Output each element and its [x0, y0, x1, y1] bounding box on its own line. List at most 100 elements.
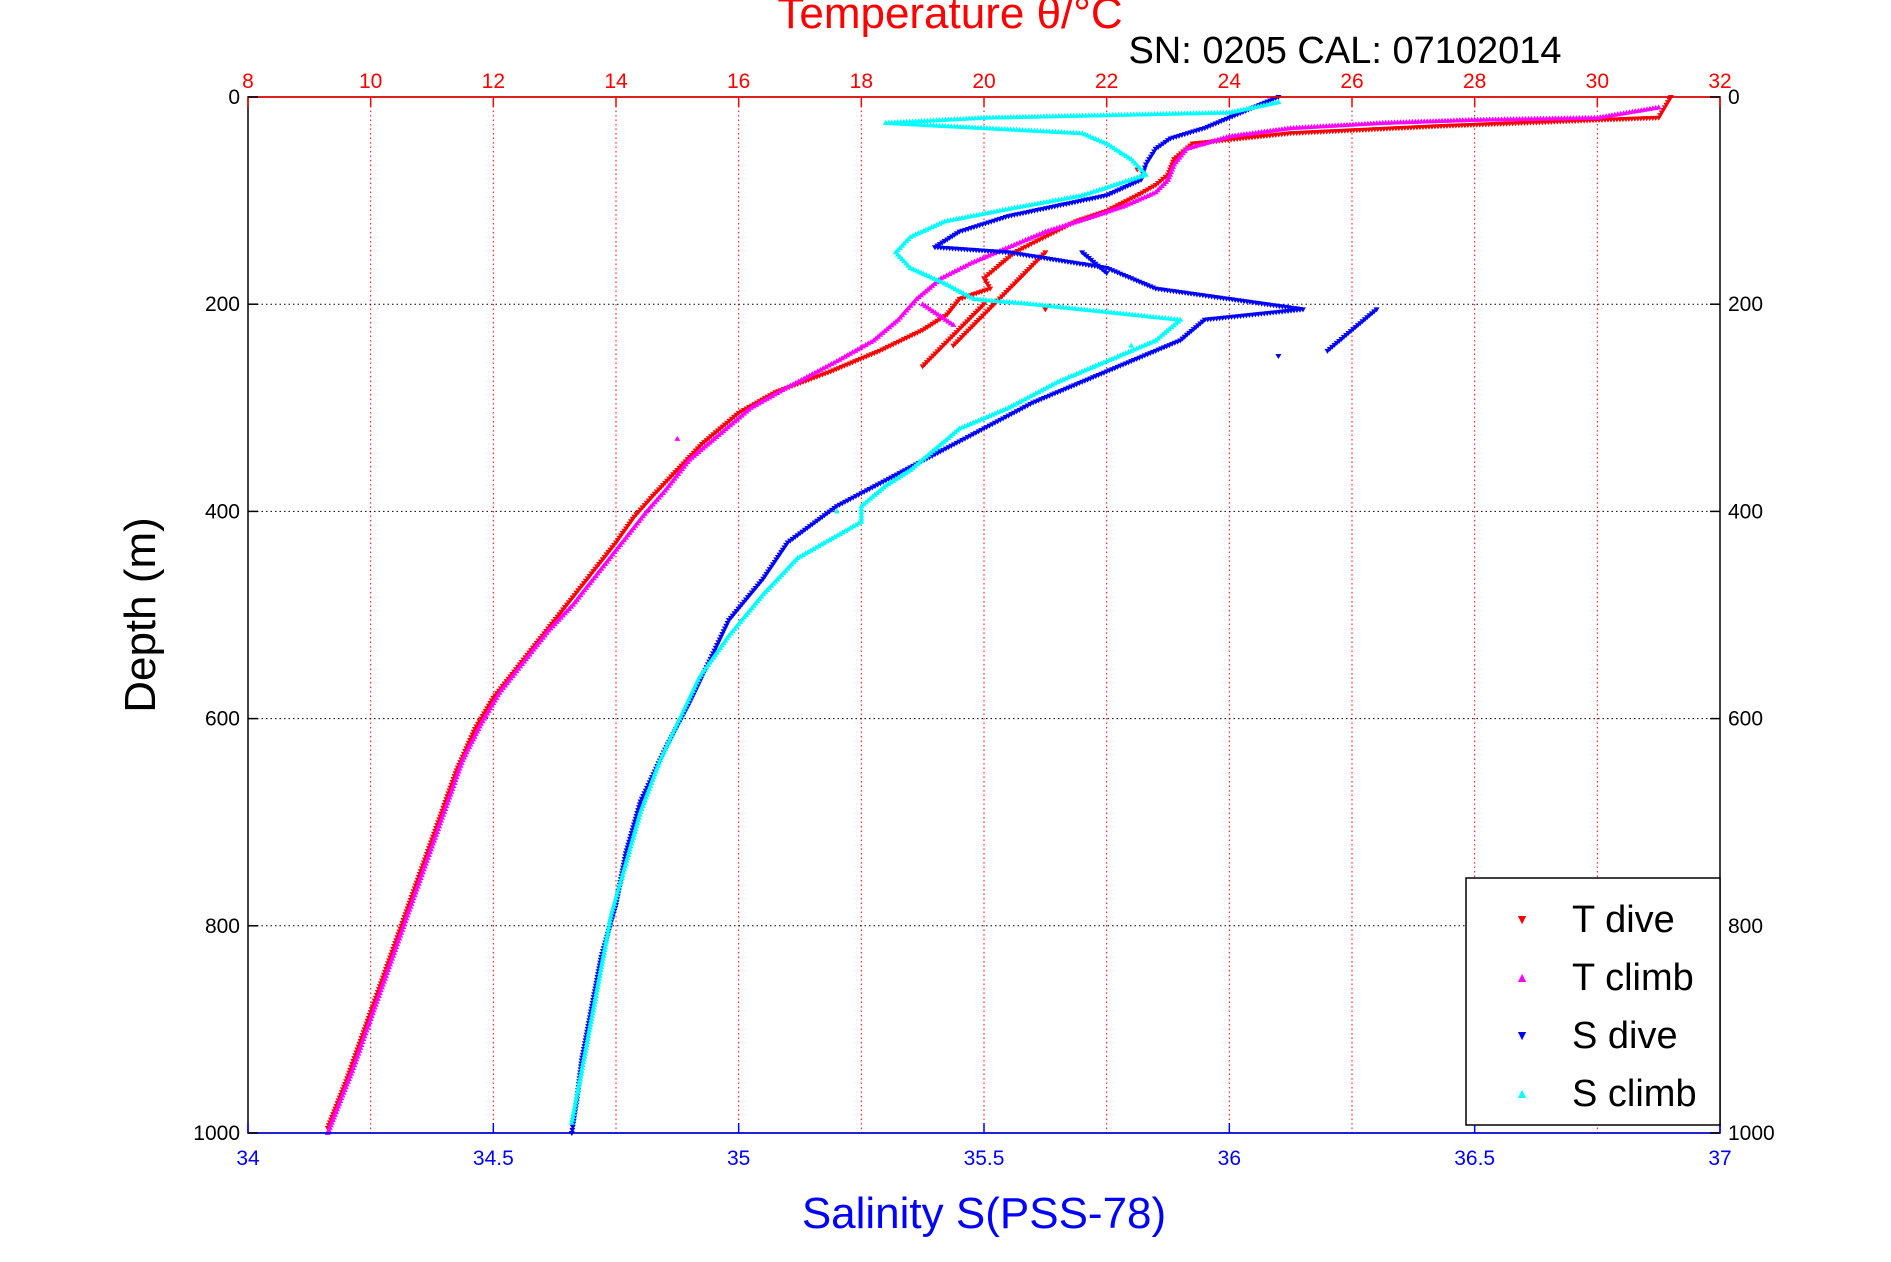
data-point — [1103, 271, 1110, 277]
data-point — [579, 1064, 586, 1070]
data-point — [1013, 409, 1020, 415]
data-point — [956, 229, 963, 235]
data-point — [596, 975, 603, 981]
data-point — [617, 877, 624, 883]
data-point — [841, 499, 848, 505]
depth-tick-label-left: 1000 — [193, 1122, 240, 1145]
data-point — [607, 918, 614, 924]
data-point — [903, 335, 910, 341]
data-point — [715, 640, 722, 646]
legend-label-s-dive: S dive — [1572, 1015, 1678, 1057]
data-point — [951, 442, 958, 448]
data-point — [602, 944, 609, 950]
temperature-tick-label: 20 — [972, 70, 995, 93]
data-point — [578, 1067, 585, 1073]
data-point — [941, 239, 948, 245]
temperature-tick-label: 12 — [482, 70, 505, 93]
data-point — [1025, 243, 1032, 249]
data-point — [635, 814, 642, 820]
temperature-tick-label: 10 — [359, 70, 382, 93]
x-axis-label-bottom: Salinity S(PSS-78) — [802, 1189, 1166, 1238]
salinity-tick-label: 36 — [1218, 1147, 1241, 1170]
data-point — [593, 990, 600, 996]
depth-tick-label-right: 1000 — [1728, 1122, 1775, 1145]
data-point — [934, 450, 941, 456]
data-point — [1020, 246, 1027, 252]
data-point — [1128, 196, 1135, 202]
data-point — [613, 892, 620, 898]
data-point — [591, 998, 598, 1004]
salinity-tick-label: 37 — [1708, 1147, 1731, 1170]
temperature-tick-label: 26 — [1340, 70, 1363, 93]
data-point — [471, 726, 478, 732]
data-point — [616, 883, 623, 889]
data-point — [479, 714, 486, 720]
data-point — [1031, 240, 1038, 246]
data-point — [725, 618, 732, 624]
data-point — [577, 1076, 584, 1082]
data-point — [585, 1030, 592, 1036]
data-point — [1125, 197, 1132, 203]
data-point — [858, 503, 865, 509]
data-point — [934, 318, 941, 324]
data-point — [1658, 110, 1665, 116]
data-point — [989, 422, 996, 428]
data-point — [623, 857, 630, 863]
data-point — [586, 1024, 593, 1030]
data-point — [953, 440, 960, 446]
data-point — [852, 494, 859, 500]
data-point — [866, 486, 873, 492]
data-point — [927, 323, 934, 329]
data-point — [710, 651, 717, 657]
data-point — [593, 987, 600, 993]
data-point — [858, 512, 865, 518]
data-point — [592, 995, 599, 1001]
data-point — [487, 701, 494, 707]
data-point — [1147, 154, 1154, 160]
data-point — [738, 409, 745, 415]
data-point — [945, 445, 952, 451]
data-point — [589, 1013, 596, 1019]
data-point — [937, 449, 944, 455]
data-point — [984, 281, 991, 287]
data-point — [592, 993, 599, 999]
data-point — [586, 1027, 593, 1033]
data-point — [1128, 342, 1135, 348]
data-point — [944, 237, 951, 243]
data-point — [712, 645, 719, 651]
data-point — [573, 1093, 580, 1099]
data-point — [922, 326, 929, 332]
data-point — [919, 364, 926, 370]
data-point — [931, 320, 938, 326]
data-point — [986, 423, 993, 429]
data-point — [1005, 413, 1012, 419]
data-point — [847, 497, 854, 503]
data-point — [626, 846, 633, 852]
data-point — [576, 1079, 583, 1085]
legend-marker-s-dive: ▼ — [1515, 1027, 1529, 1043]
data-point — [580, 1059, 587, 1065]
data-point — [901, 468, 908, 474]
data-point — [1663, 102, 1670, 108]
data-point — [833, 508, 840, 514]
data-point — [590, 1004, 597, 1010]
data-point — [948, 443, 955, 449]
data-point — [1141, 165, 1148, 171]
data-point — [985, 284, 992, 290]
depth-tick-label-right: 400 — [1728, 500, 1763, 523]
data-point — [636, 811, 643, 817]
data-point — [570, 1111, 577, 1117]
depth-tick-label-left: 0 — [228, 86, 240, 109]
data-point — [1144, 187, 1151, 193]
depth-tick-label-left: 600 — [205, 708, 240, 731]
data-point — [861, 489, 868, 495]
data-point — [569, 1124, 576, 1130]
data-point — [893, 472, 900, 478]
data-point — [959, 438, 966, 444]
data-point — [629, 837, 636, 843]
data-point — [1120, 200, 1127, 206]
data-point — [931, 446, 938, 452]
data-point — [476, 719, 483, 725]
data-point — [939, 240, 946, 246]
